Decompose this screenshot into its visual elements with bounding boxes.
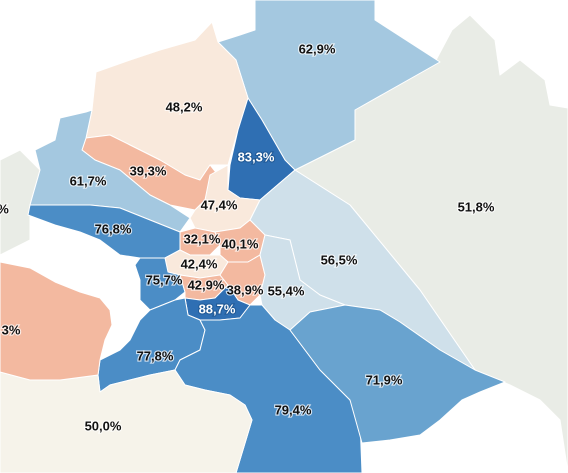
- district-label-inner-south: 88,7%: [199, 301, 236, 316]
- district-label-west: 76,8%: [95, 221, 132, 236]
- district-region-south[interactable]: [174, 304, 363, 473]
- district-label-inner-4: 42,9%: [188, 277, 225, 292]
- district-label-inner-1: 32,1%: [184, 231, 221, 246]
- district-label-inner-2: 40,1%: [222, 236, 259, 251]
- district-label-north-center: 83,3%: [238, 149, 275, 164]
- district-label-south: 79,4%: [275, 402, 312, 417]
- district-region-inner-5[interactable]: [219, 254, 266, 306]
- district-region-west-edge-salmon[interactable]: [0, 261, 113, 381]
- district-label-southeast: 71,9%: [366, 372, 403, 387]
- district-label-southwest-blue: 77,8%: [137, 348, 174, 363]
- district-label-northwest-blue: 61,7%: [70, 173, 107, 188]
- district-region-southeast[interactable]: [289, 304, 506, 444]
- district-label-west-edge-gray: %: [0, 201, 9, 216]
- district-label-west-inner: 75,7%: [146, 272, 183, 287]
- district-label-north-nw: 48,2%: [166, 99, 203, 114]
- district-label-center-north: 47,4%: [201, 197, 238, 212]
- district-label-south-cream: 50,0%: [85, 418, 122, 433]
- district-label-inner-3: 42,4%: [181, 256, 218, 271]
- district-label-east-large: 51,8%: [458, 199, 495, 214]
- district-label-southeast-light: 55,4%: [268, 283, 305, 298]
- district-label-north-ne: 62,9%: [299, 41, 336, 56]
- district-label-west-edge-salmon: 3%: [2, 322, 21, 337]
- district-label-inner-5: 38,9%: [227, 282, 264, 297]
- district-label-east-strip: 56,5%: [321, 252, 358, 267]
- district-region-northwest-blue[interactable]: [29, 109, 191, 233]
- district-labels: 62,9% 51,8% 48,2% 83,3% 39,3% 61,7% 47,4…: [0, 40, 496, 434]
- district-label-northwest-salmon: 39,3%: [130, 163, 167, 178]
